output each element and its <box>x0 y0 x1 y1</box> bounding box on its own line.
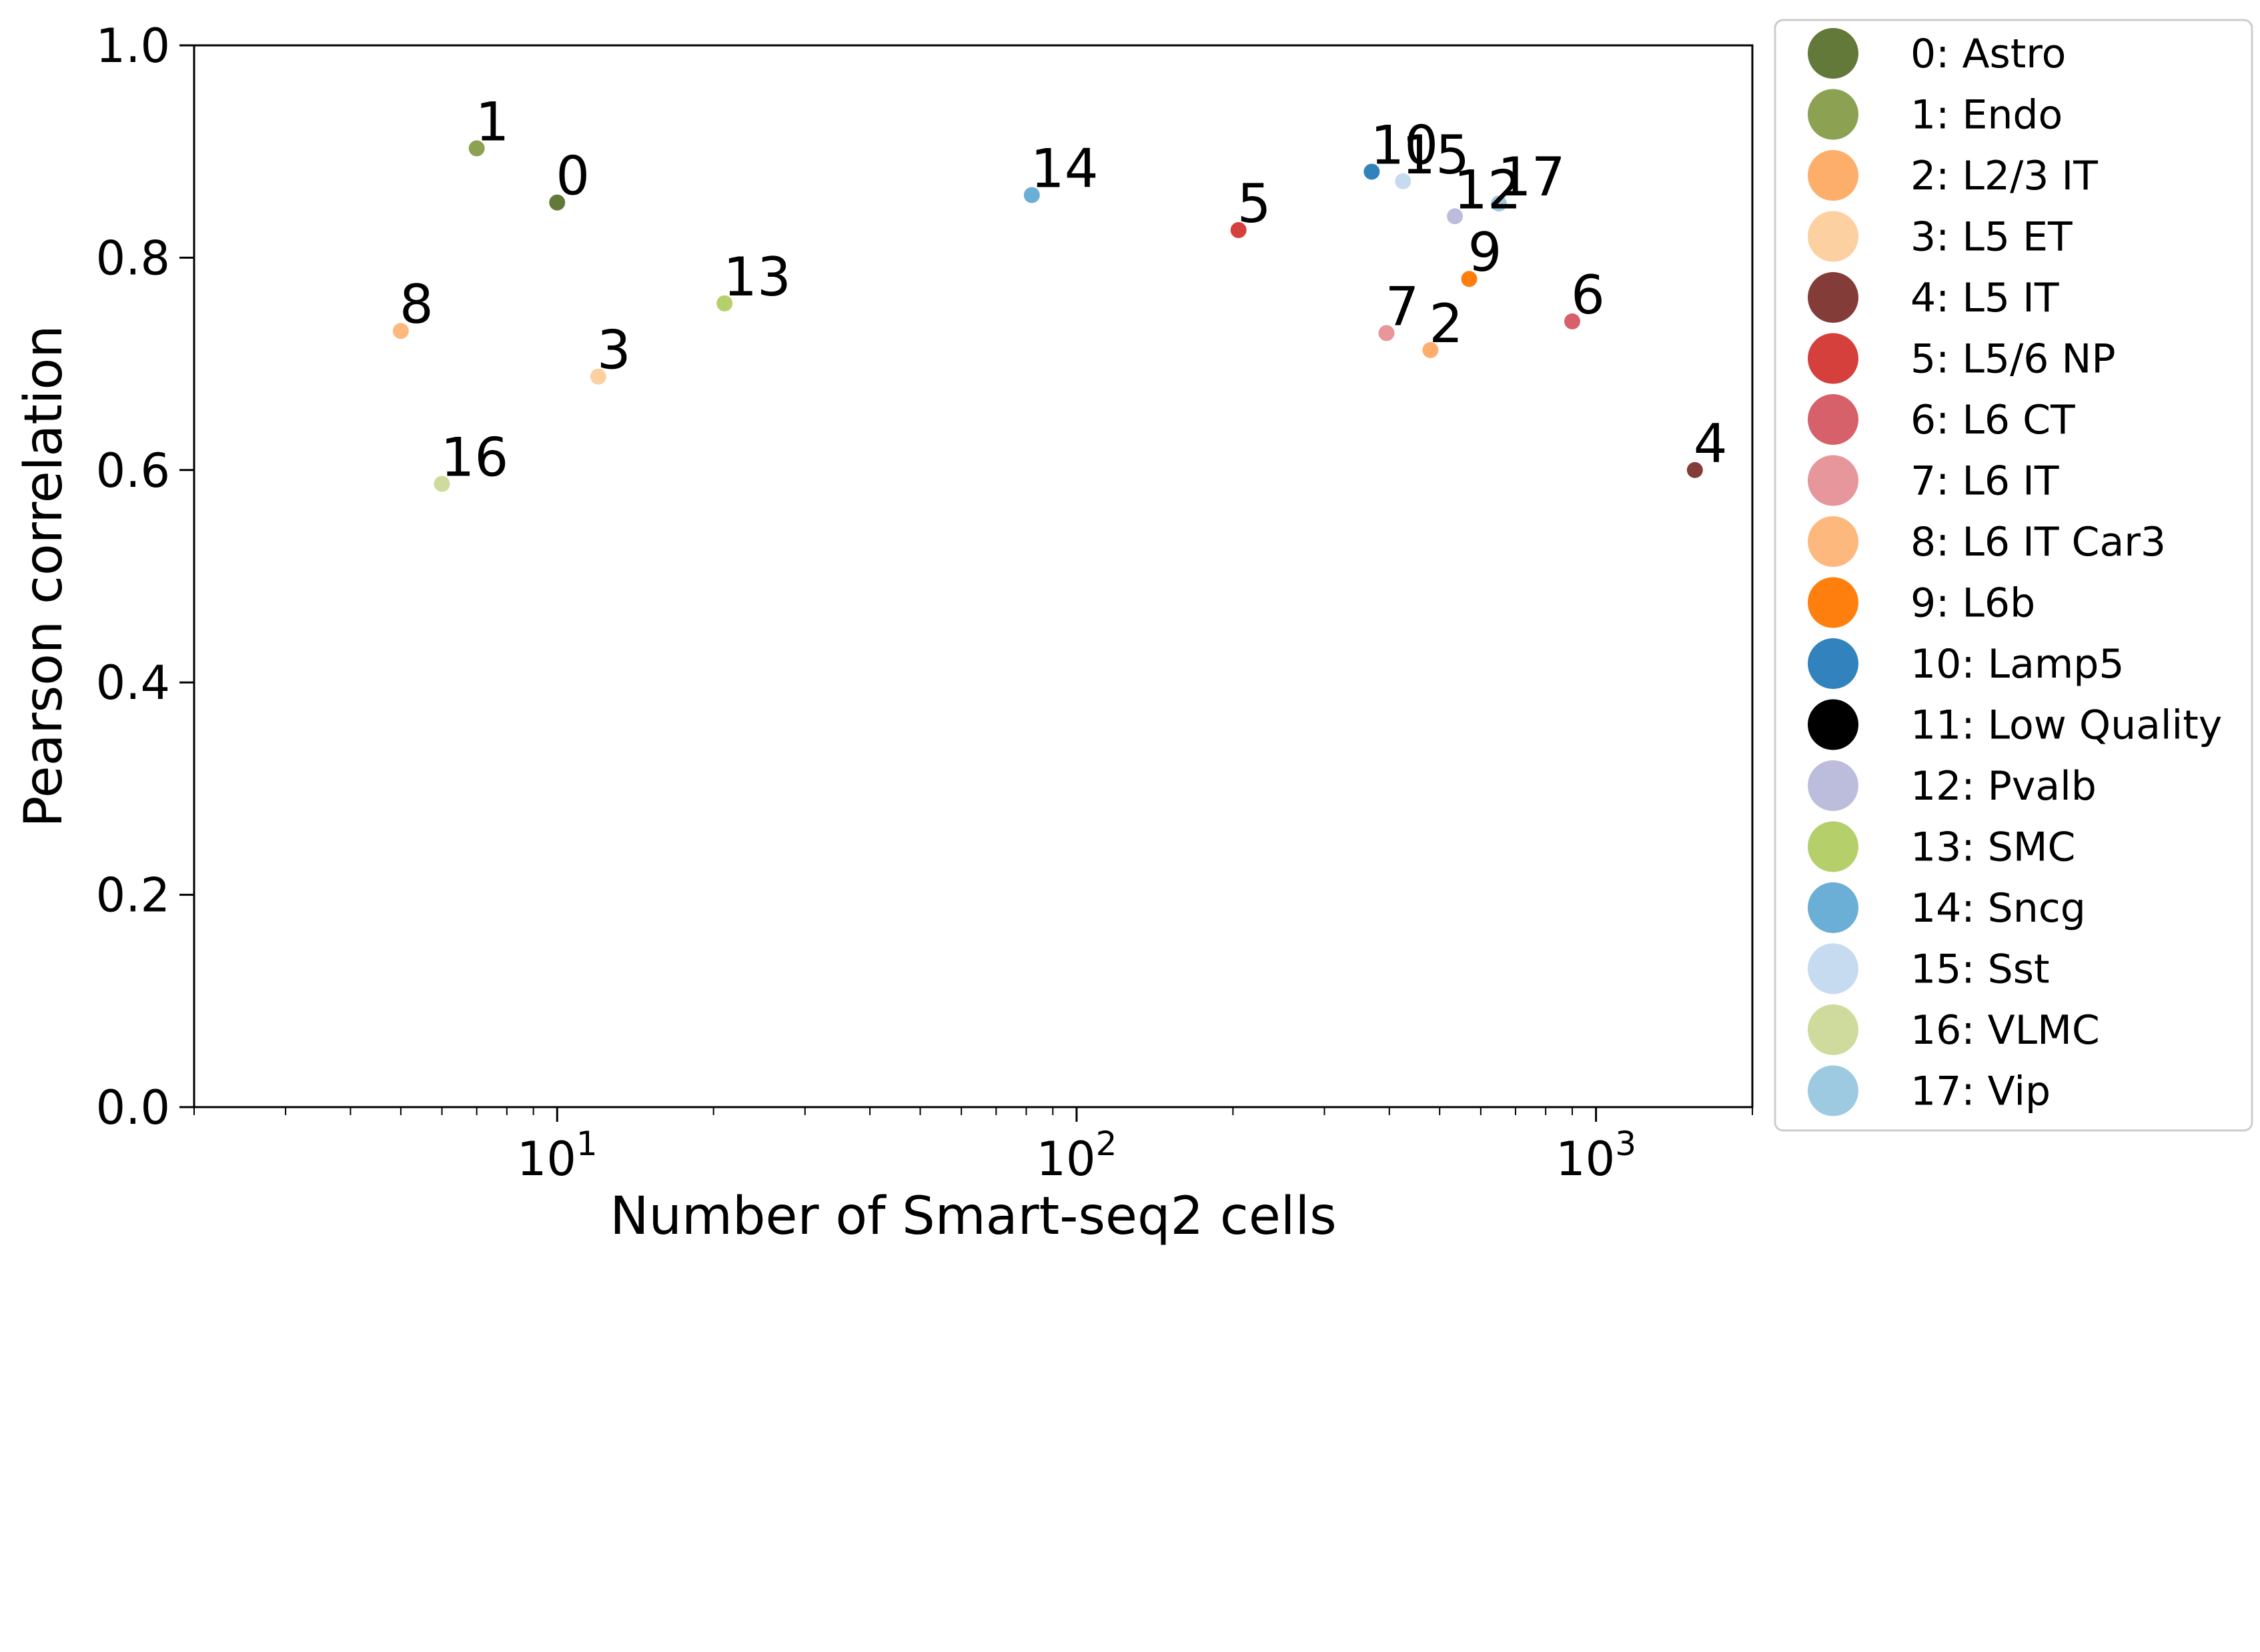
data-point <box>549 194 566 211</box>
y-tick-label: 1.0 <box>96 19 170 73</box>
x-tick-label: 103 <box>1556 1124 1636 1186</box>
legend-label: 11: Low Quality <box>1910 702 2222 749</box>
x-tick-label-base: 10 <box>517 1132 576 1186</box>
legend-marker <box>1808 1065 1858 1116</box>
legend-marker <box>1808 89 1858 140</box>
x-tick-label-base: 10 <box>1556 1132 1615 1186</box>
data-point <box>1447 208 1464 225</box>
legend-label: 5: L5/6 NP <box>1910 336 2116 383</box>
point-label: 7 <box>1385 275 1419 337</box>
point-label: 10 <box>1370 114 1438 176</box>
x-tick-label: 101 <box>517 1124 598 1186</box>
point-label: 16 <box>441 426 509 488</box>
data-point <box>392 323 409 339</box>
legend-label: 17: Vip <box>1910 1068 2051 1115</box>
legend-marker <box>1808 455 1858 506</box>
x-tick-label-exponent: 2 <box>1096 1124 1117 1163</box>
point-label: 3 <box>597 319 631 381</box>
point-label: 8 <box>400 273 434 335</box>
legend-marker <box>1808 516 1858 567</box>
legend-marker <box>1808 577 1858 628</box>
data-points <box>392 140 1703 492</box>
data-point <box>716 295 733 311</box>
data-point <box>1230 222 1247 239</box>
y-tick-label: 0.8 <box>96 231 170 285</box>
legend-marker <box>1808 1004 1858 1055</box>
y-axis-title: Pearson correlation <box>14 325 74 827</box>
legend-marker <box>1808 394 1858 445</box>
legend-marker <box>1808 821 1858 872</box>
legend-label: 13: SMC <box>1910 824 2075 871</box>
legend-label: 9: L6b <box>1910 580 2035 627</box>
data-point <box>1363 163 1380 180</box>
y-tick-label: 0.4 <box>96 656 170 710</box>
point-label: 14 <box>1031 137 1099 199</box>
legend-marker <box>1808 882 1858 933</box>
x-tick-label: 102 <box>1036 1124 1117 1186</box>
legend-label: 8: L6 IT Car3 <box>1910 519 2166 566</box>
legend-marker <box>1808 638 1858 689</box>
point-label: 9 <box>1468 221 1502 283</box>
data-point <box>1378 325 1395 341</box>
legend-label: 16: VLMC <box>1910 1007 2100 1054</box>
legend-marker <box>1808 150 1858 201</box>
legend-marker <box>1808 699 1858 750</box>
point-label: 13 <box>723 246 791 308</box>
x-tick-label-base: 10 <box>1036 1132 1095 1186</box>
data-point <box>1686 462 1703 478</box>
point-label: 17 <box>1498 146 1566 208</box>
legend-marker <box>1808 760 1858 811</box>
data-point <box>590 368 606 385</box>
legend-label: 6: L6 CT <box>1910 397 2075 444</box>
legend-label: 7: L6 IT <box>1910 458 2059 505</box>
x-axis: 101 102 103 <box>517 1107 1636 1186</box>
point-label: 12 <box>1454 159 1522 221</box>
point-label: 6 <box>1571 264 1605 326</box>
x-minor-ticks <box>193 1107 1753 1115</box>
point-label: 2 <box>1429 293 1463 355</box>
y-tick-label: 0.2 <box>96 868 170 923</box>
legend-label: 15: Sst <box>1910 946 2050 993</box>
data-point <box>1490 195 1507 212</box>
point-label: 4 <box>1694 413 1728 475</box>
y-axis: 0.0 0.2 0.4 0.6 0.8 1.0 <box>96 19 194 1135</box>
legend-frame <box>1774 19 2253 1132</box>
y-tick-label: 0.6 <box>96 444 170 498</box>
point-label: 15 <box>1401 124 1470 186</box>
data-point <box>1564 313 1580 329</box>
x-axis-title: Number of Smart-seq2 cells <box>610 1186 1337 1247</box>
x-tick-label-exponent: 3 <box>1615 1124 1636 1163</box>
legend-label: 10: Lamp5 <box>1910 641 2125 688</box>
legend-label: 2: L2/3 IT <box>1910 153 2098 199</box>
point-label: 1 <box>476 91 510 153</box>
data-point <box>1461 271 1478 287</box>
x-tick-label-exponent: 1 <box>576 1124 598 1163</box>
legend-label: 14: Sncg <box>1910 885 2086 932</box>
legend-label: 12: Pvalb <box>1910 763 2097 810</box>
data-point <box>1422 341 1439 358</box>
data-point <box>468 140 485 157</box>
legend-label: 3: L5 ET <box>1910 214 2073 261</box>
data-point <box>434 476 450 492</box>
legend-marker <box>1808 272 1858 323</box>
plot-frame <box>193 44 1754 1108</box>
legend-marker <box>1808 333 1858 384</box>
point-label: 0 <box>556 145 590 207</box>
legend-marker <box>1808 211 1858 262</box>
legend-marker <box>1808 28 1858 79</box>
point-label: 5 <box>1237 173 1271 235</box>
legend-label: 4: L5 IT <box>1910 275 2059 321</box>
plot-area: 101 102 103 0.00.20.40.60.81.0 01234567891… <box>96 19 1754 1186</box>
legend: 0: Astro 1: Endo 2: L2/3 IT 3: L5 ET 4: L5 I… <box>1774 19 2253 1132</box>
legend-items: 0: Astro 1: Endo 2: L2/3 IT 3: L5 ET 4: L5 I… <box>1808 28 2222 1116</box>
legend-marker <box>1808 943 1858 994</box>
data-point <box>1023 187 1040 203</box>
data-point <box>1395 173 1411 189</box>
legend-label: 0: Astro <box>1910 31 2066 77</box>
legend-label: 1: Endo <box>1910 92 2063 139</box>
y-tick-label: 0.0 <box>96 1080 170 1135</box>
